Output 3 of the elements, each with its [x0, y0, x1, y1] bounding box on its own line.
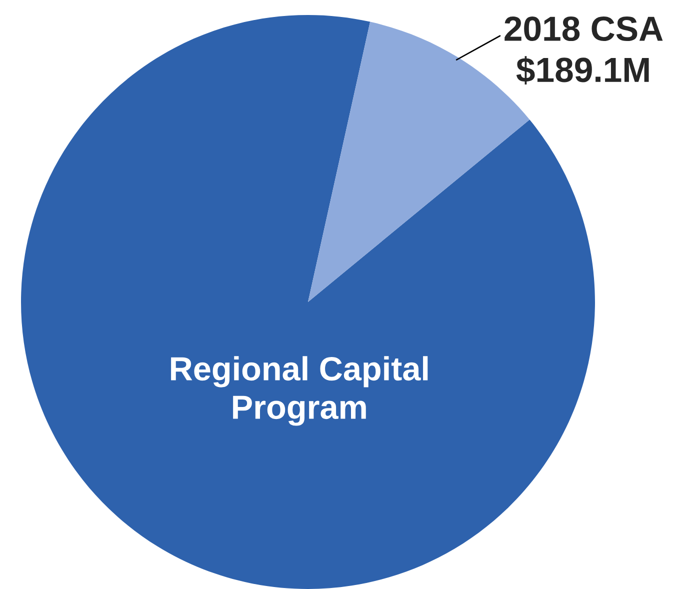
- slice-label: Regional Capital Program: [171, 356, 428, 426]
- data-label: $189.1M: [516, 56, 649, 84]
- slice-label: 2018 CSA: [504, 16, 663, 42]
